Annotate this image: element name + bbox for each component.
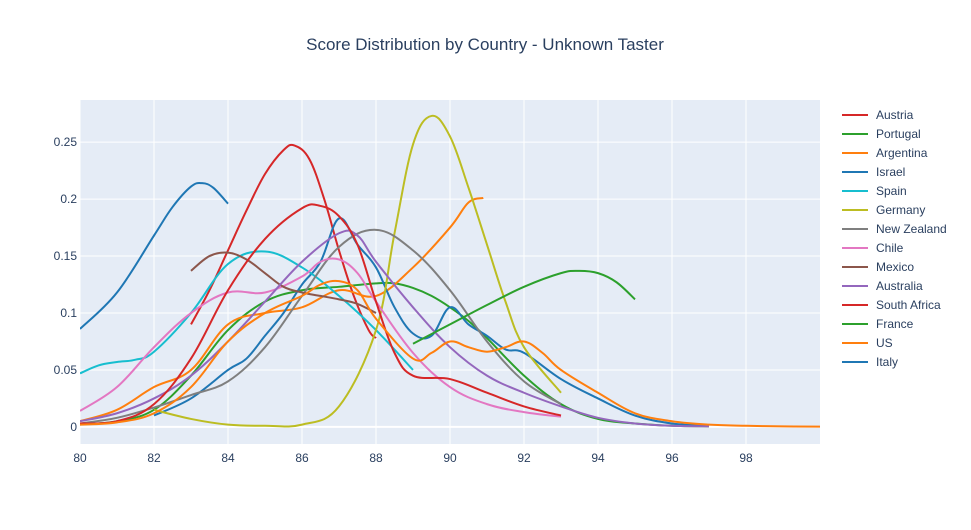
legend-item[interactable]: Mexico [842,260,914,274]
series-line-argentina [80,196,484,423]
series-line-australia [80,229,710,428]
series-line-france [412,269,636,345]
legend-item[interactable]: Portugal [842,127,921,141]
x-axis-ticks: 80 82 84 86 88 90 92 94 96 98 [73,451,753,465]
y-tick-label: 0.25 [54,135,78,149]
series-line-israel [153,217,710,427]
series-line-spain [80,250,414,375]
x-tick-label: 84 [221,451,235,465]
x-tick-label: 86 [295,451,309,465]
series-line-austria [190,143,377,339]
legend-label: Spain [876,184,907,198]
legend-item[interactable]: US [842,336,893,350]
legend-label: New Zealand [876,222,947,236]
legend-item[interactable]: Argentina [842,146,928,160]
x-tick-label: 98 [739,451,753,465]
legend-label: US [876,336,893,350]
legend-item[interactable]: South Africa [842,298,941,312]
x-tick-label: 82 [147,451,161,465]
x-tick-label: 88 [369,451,383,465]
legend-label: Portugal [876,127,921,141]
y-tick-label: 0.2 [60,192,77,206]
x-tick-label: 92 [517,451,531,465]
series-line-chile [80,257,562,418]
x-tick-label: 80 [73,451,87,465]
legend-item[interactable]: New Zealand [842,222,947,236]
x-tick-label: 96 [665,451,679,465]
y-tick-label: 0 [70,420,77,434]
series-line-new-zealand [80,228,562,425]
legend-item[interactable]: Germany [842,203,925,217]
chart-title: Score Distribution by Country - Unknown … [306,35,664,54]
series-line-germany [153,114,562,428]
y-tick-label: 0.05 [54,363,78,377]
series-lines [80,114,820,428]
legend-item[interactable]: France [842,317,914,331]
legend-item[interactable]: Israel [842,165,905,179]
legend-label: France [876,317,914,331]
legend-label: South Africa [876,298,941,312]
series-line-us [80,279,820,428]
legend-item[interactable]: Spain [842,184,907,198]
legend-label: Germany [876,203,925,217]
legend-label: Israel [876,165,905,179]
y-axis-ticks: 0 0.05 0.1 0.15 0.2 0.25 [54,135,78,434]
y-tick-label: 0.15 [54,249,78,263]
legend-label: Italy [876,355,898,369]
legend[interactable]: Austria Portugal Argentina Israel Spain Germa… [842,108,947,369]
legend-label: Australia [876,279,923,293]
legend-item[interactable]: Austria [842,108,914,122]
legend-item[interactable]: Australia [842,279,923,293]
legend-label: Argentina [876,146,928,160]
series-line-mexico [190,251,377,314]
y-tick-label: 0.1 [60,306,77,320]
legend-label: Chile [876,241,904,255]
series-line-south-africa [80,203,562,425]
x-tick-label: 94 [591,451,605,465]
legend-item[interactable]: Chile [842,241,904,255]
legend-item[interactable]: Italy [842,355,898,369]
legend-label: Mexico [876,260,914,274]
series-line-italy [80,181,229,330]
legend-label: Austria [876,108,914,122]
x-tick-label: 90 [443,451,457,465]
